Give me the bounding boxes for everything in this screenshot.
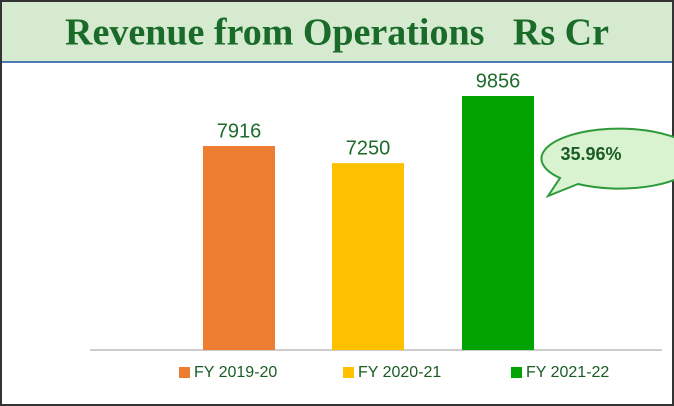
chart-title: Revenue from Operations Rs Cr bbox=[65, 12, 609, 54]
legend-swatch bbox=[343, 367, 354, 378]
legend-swatch bbox=[179, 367, 190, 378]
callout: 35.96% bbox=[540, 127, 674, 199]
data-label: 7916 bbox=[217, 120, 262, 142]
annotation: 35.96% bbox=[560, 144, 621, 164]
legend-label: FY 2021-22 bbox=[526, 364, 609, 381]
data-label: 7250 bbox=[346, 137, 391, 159]
legend-label: FY 2019-20 bbox=[194, 364, 277, 381]
bar bbox=[203, 145, 275, 350]
bar bbox=[332, 163, 404, 350]
bar bbox=[462, 96, 534, 350]
legend-label: FY 2020-21 bbox=[358, 364, 441, 381]
title-band bbox=[2, 2, 672, 62]
data-label: 9856 bbox=[476, 70, 521, 92]
legend-swatch bbox=[511, 367, 522, 378]
callout-bubble bbox=[540, 127, 674, 199]
